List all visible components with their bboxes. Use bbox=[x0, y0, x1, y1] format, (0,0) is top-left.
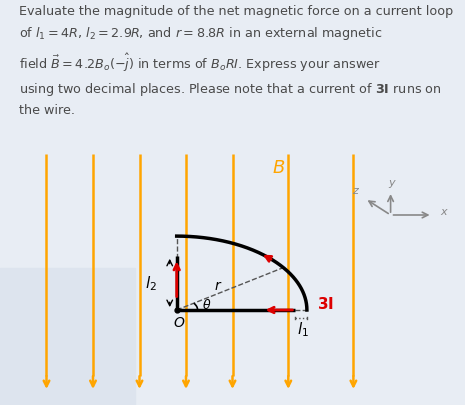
Bar bbox=[0, 268, 135, 405]
Text: Evaluate the magnitude of the net magnetic force on a current loop
of $l_1 = 4R$: Evaluate the magnitude of the net magnet… bbox=[19, 4, 453, 117]
Text: $x$: $x$ bbox=[439, 206, 449, 216]
Text: $\theta$: $\theta$ bbox=[202, 297, 212, 311]
Text: $z$: $z$ bbox=[352, 186, 360, 196]
Text: $l_1$: $l_1$ bbox=[298, 319, 309, 338]
Text: $r$: $r$ bbox=[214, 278, 223, 292]
Text: $\mathit{B}$: $\mathit{B}$ bbox=[272, 159, 286, 177]
Text: $l_2$: $l_2$ bbox=[145, 274, 157, 292]
Text: $\mathbf{3I}$: $\mathbf{3I}$ bbox=[317, 296, 334, 311]
Text: $y$: $y$ bbox=[388, 177, 398, 189]
Text: $O$: $O$ bbox=[173, 315, 185, 329]
